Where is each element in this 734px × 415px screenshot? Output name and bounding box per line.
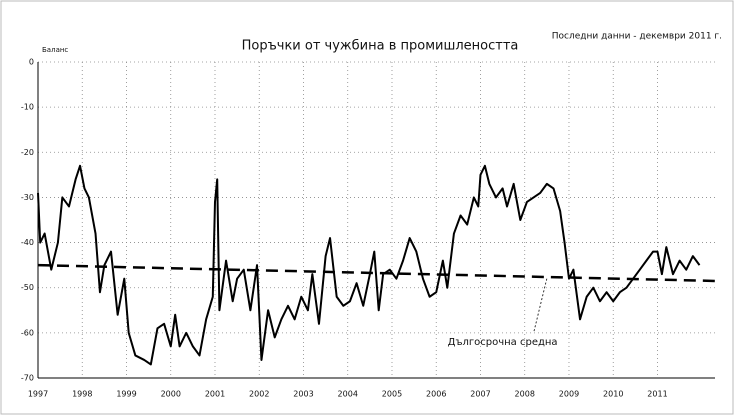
x-tick-label: 2010 bbox=[603, 390, 623, 399]
y-tick-label: -20 bbox=[21, 148, 34, 157]
y-tick-label: -30 bbox=[21, 193, 34, 202]
y-tick-label: -10 bbox=[21, 103, 34, 112]
data-line bbox=[37, 164, 701, 366]
y-tick-label: 0 bbox=[29, 58, 34, 67]
x-tick-label: 1998 bbox=[72, 390, 92, 399]
chart-subtitle: Последни данни - декември 2011 г. bbox=[552, 32, 722, 42]
y-tick-label: -40 bbox=[21, 238, 34, 247]
x-tick-label: 2011 bbox=[647, 390, 667, 399]
x-tick-label: 2007 bbox=[470, 390, 490, 399]
annotation-leader bbox=[533, 278, 548, 333]
x-tick-label: 2000 bbox=[161, 390, 181, 399]
x-tick-label: 2006 bbox=[426, 390, 446, 399]
x-tick-label: 2001 bbox=[205, 390, 225, 399]
x-tick-label: 2009 bbox=[559, 390, 579, 399]
annotation: Дългосрочна средна bbox=[448, 337, 558, 348]
y-tick-label: -60 bbox=[21, 328, 34, 337]
y-tick-label: -70 bbox=[21, 374, 34, 383]
y-tick-label: -50 bbox=[21, 283, 34, 292]
chart-title: Поръчки от чужбина в промишлеността bbox=[242, 39, 519, 54]
x-tick-label: 2008 bbox=[515, 390, 535, 399]
x-tick-label: 2002 bbox=[249, 390, 269, 399]
y-axis-label: Баланс bbox=[42, 46, 68, 54]
x-tick-label: 2004 bbox=[338, 390, 358, 399]
x-tick-label: 2003 bbox=[293, 390, 313, 399]
x-tick-label: 2005 bbox=[382, 390, 402, 399]
x-tick-label: 1997 bbox=[28, 390, 48, 399]
x-tick-label: 1999 bbox=[116, 390, 136, 399]
